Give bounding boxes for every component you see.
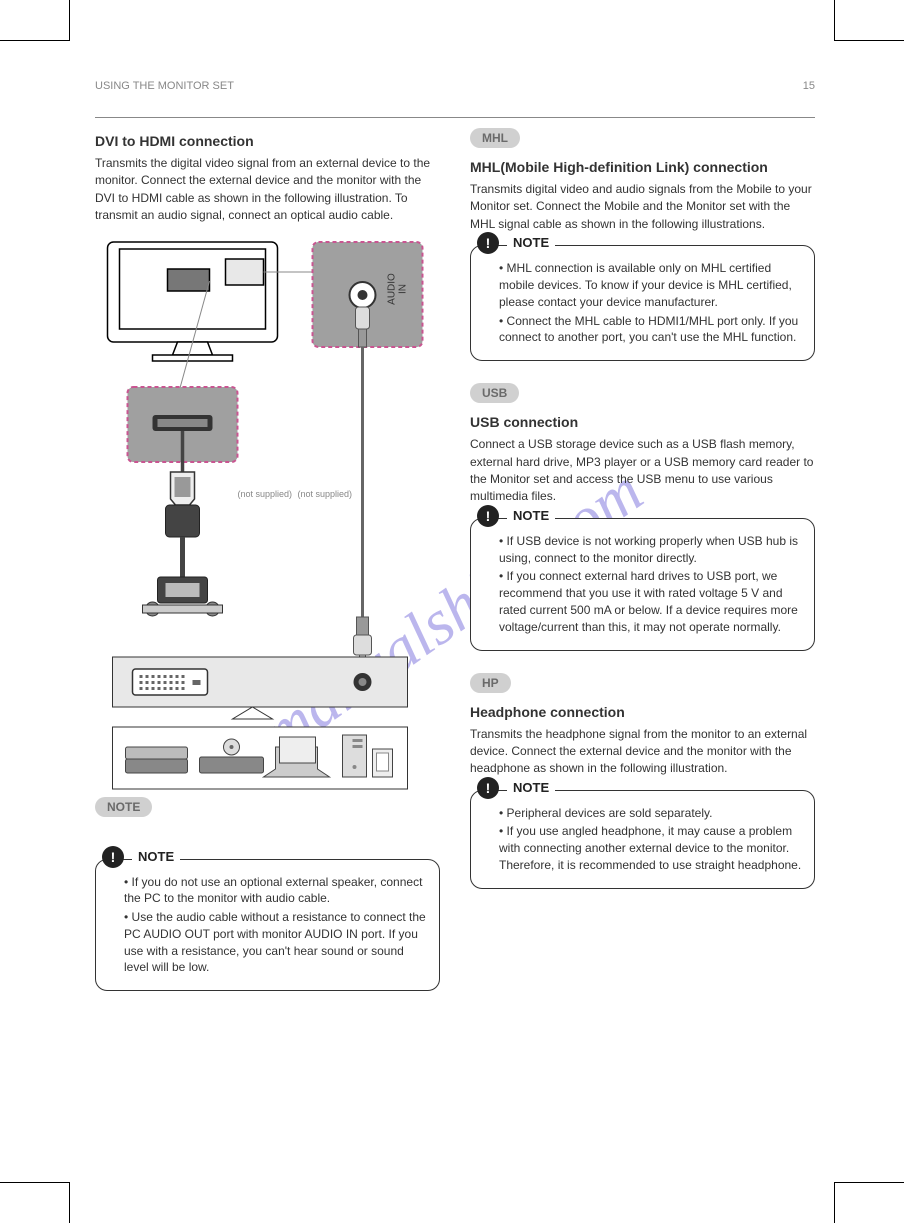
usb-text: Connect a USB storage device such as a U… <box>470 436 815 506</box>
mhl-pill: MHL <box>470 128 520 148</box>
right-column: MHL MHL(Mobile High-definition Link) con… <box>470 128 815 991</box>
left-column: DVI to HDMI connection Transmits the dig… <box>95 128 440 991</box>
list-item: Peripheral devices are sold separately. <box>499 805 802 822</box>
mhl-note-box: ! NOTE MHL connection is available only … <box>470 245 815 361</box>
mhl-text: Transmits digital video and audio signal… <box>470 181 815 233</box>
caution-icon: ! <box>477 777 499 799</box>
usb-note-list: If USB device is not working properly wh… <box>483 533 802 636</box>
mhl-note-list: MHL connection is available only on MHL … <box>483 260 802 346</box>
hp-note-title: NOTE <box>507 780 555 795</box>
svg-text:IN: IN <box>398 284 409 294</box>
mhl-heading: MHL(Mobile High-definition Link) connect… <box>470 159 815 175</box>
left-note-box: ! NOTE If you do not use an optional ext… <box>95 859 440 992</box>
list-item: If USB device is not working properly wh… <box>499 533 802 567</box>
usb-pill: USB <box>470 383 519 403</box>
list-item: Connect the MHL cable to HDMI1/MHL port … <box>499 313 802 347</box>
hp-text: Transmits the headphone signal from the … <box>470 726 815 778</box>
list-item: Use the audio cable without a resistance… <box>124 909 427 976</box>
svg-text:AUDIO: AUDIO <box>387 273 398 305</box>
hp-pill: HP <box>470 673 511 693</box>
dvi-hdmi-intro: Transmits the digital video signal from … <box>95 155 440 225</box>
hp-heading: Headphone connection <box>470 704 815 720</box>
left-note-title: NOTE <box>132 849 180 864</box>
caution-icon: ! <box>477 232 499 254</box>
section-name: USING THE MONITOR SET <box>95 80 234 92</box>
list-item: If you use angled headphone, it may caus… <box>499 823 802 873</box>
note-pill-left: NOTE <box>95 797 152 817</box>
left-continuation <box>95 823 440 839</box>
usb-note-box: ! NOTE If USB device is not working prop… <box>470 518 815 651</box>
caution-icon: ! <box>477 505 499 527</box>
page-number: 15 <box>803 80 815 92</box>
list-item: MHL connection is available only on MHL … <box>499 260 802 310</box>
svg-text:(not supplied): (not supplied) <box>238 489 293 499</box>
page-header: USING THE MONITOR SET 15 <box>95 80 815 92</box>
page-content: USING THE MONITOR SET 15 DVI to HDMI con… <box>95 80 815 1140</box>
usb-heading: USB connection <box>470 414 815 430</box>
dvi-hdmi-heading: DVI to HDMI connection <box>95 133 440 149</box>
svg-text:(not supplied): (not supplied) <box>298 489 353 499</box>
left-note-list: If you do not use an optional external s… <box>108 874 427 977</box>
hp-note-box: ! NOTE Peripheral devices are sold separ… <box>470 790 815 889</box>
caution-icon: ! <box>102 846 124 868</box>
list-item: If you connect external hard drives to U… <box>499 568 802 635</box>
mhl-note-title: NOTE <box>507 235 555 250</box>
hp-note-list: Peripheral devices are sold separately. … <box>483 805 802 874</box>
usb-note-title: NOTE <box>507 508 555 523</box>
list-item: If you do not use an optional external s… <box>124 874 427 908</box>
connection-diagram: AUDIO IN <box>95 237 440 797</box>
